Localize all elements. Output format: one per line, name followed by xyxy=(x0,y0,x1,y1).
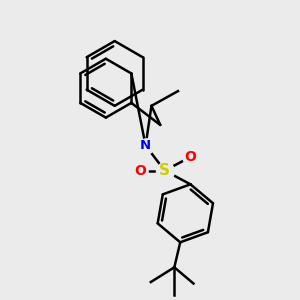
Text: S: S xyxy=(159,163,170,178)
Text: N: N xyxy=(140,139,151,152)
Text: O: O xyxy=(184,150,196,164)
Text: O: O xyxy=(134,164,146,178)
